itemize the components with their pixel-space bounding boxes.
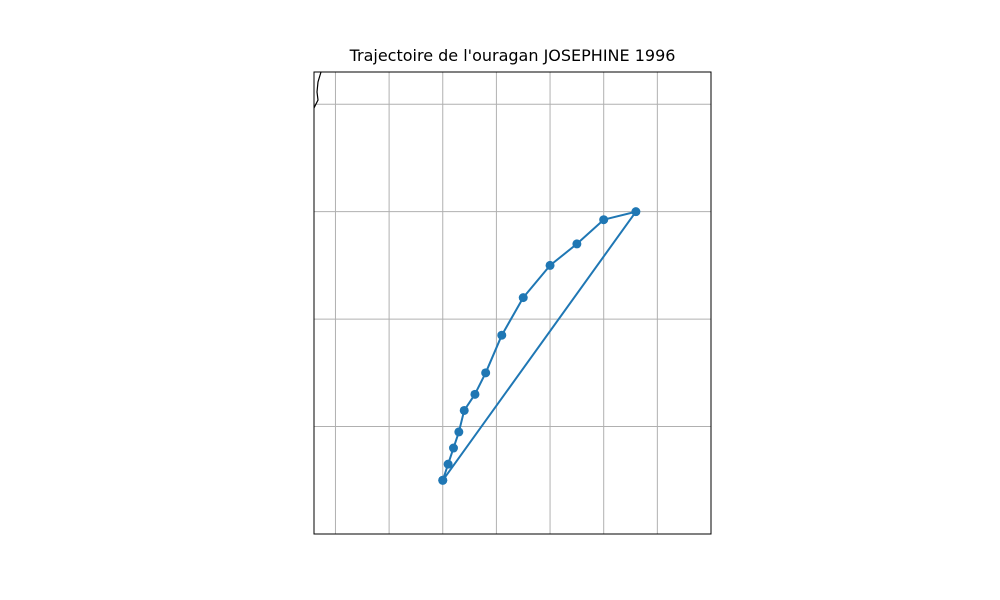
track-point-10 bbox=[572, 239, 582, 249]
track-point-12 bbox=[631, 207, 641, 217]
track-point-2 bbox=[448, 443, 458, 453]
track-point-3 bbox=[454, 427, 464, 437]
track-series bbox=[438, 207, 641, 485]
track-point-8 bbox=[518, 293, 528, 303]
track-point-7 bbox=[497, 330, 507, 340]
plot-frame bbox=[313, 71, 712, 535]
track-point-9 bbox=[545, 260, 555, 270]
chart-title: Trajectoire de l'ouragan JOSEPHINE 1996 bbox=[349, 46, 676, 65]
grid bbox=[314, 72, 711, 534]
track-point-6 bbox=[481, 368, 491, 378]
track-point-13 bbox=[438, 475, 448, 485]
coastline bbox=[314, 72, 322, 109]
track-point-4 bbox=[459, 405, 469, 415]
track-point-11 bbox=[599, 215, 609, 225]
track-line-0 bbox=[441, 210, 637, 481]
track-point-1 bbox=[443, 459, 453, 469]
track-point-5 bbox=[470, 389, 480, 399]
